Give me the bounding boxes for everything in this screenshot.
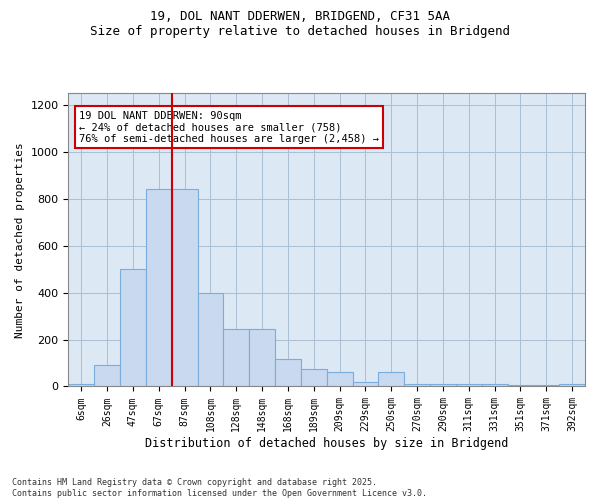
Y-axis label: Number of detached properties: Number of detached properties	[15, 142, 25, 338]
Bar	[327, 372, 353, 386]
Bar	[404, 384, 430, 386]
Bar	[559, 384, 585, 386]
Bar	[223, 329, 249, 386]
Bar	[353, 382, 379, 386]
Bar	[275, 360, 301, 386]
Bar	[68, 384, 94, 386]
Bar	[430, 384, 456, 386]
Text: 19, DOL NANT DDERWEN, BRIDGEND, CF31 5AA
Size of property relative to detached h: 19, DOL NANT DDERWEN, BRIDGEND, CF31 5AA…	[90, 10, 510, 38]
Bar	[456, 384, 482, 386]
Bar	[249, 329, 275, 386]
Bar	[301, 369, 327, 386]
Text: Contains HM Land Registry data © Crown copyright and database right 2025.
Contai: Contains HM Land Registry data © Crown c…	[12, 478, 427, 498]
Bar	[146, 190, 172, 386]
Bar	[197, 292, 223, 386]
Bar	[379, 372, 404, 386]
Bar	[482, 384, 508, 386]
X-axis label: Distribution of detached houses by size in Bridgend: Distribution of detached houses by size …	[145, 437, 508, 450]
Bar	[172, 190, 197, 386]
Text: 19 DOL NANT DDERWEN: 90sqm
← 24% of detached houses are smaller (758)
76% of sem: 19 DOL NANT DDERWEN: 90sqm ← 24% of deta…	[79, 110, 379, 144]
Bar	[94, 366, 120, 386]
Bar	[120, 269, 146, 386]
